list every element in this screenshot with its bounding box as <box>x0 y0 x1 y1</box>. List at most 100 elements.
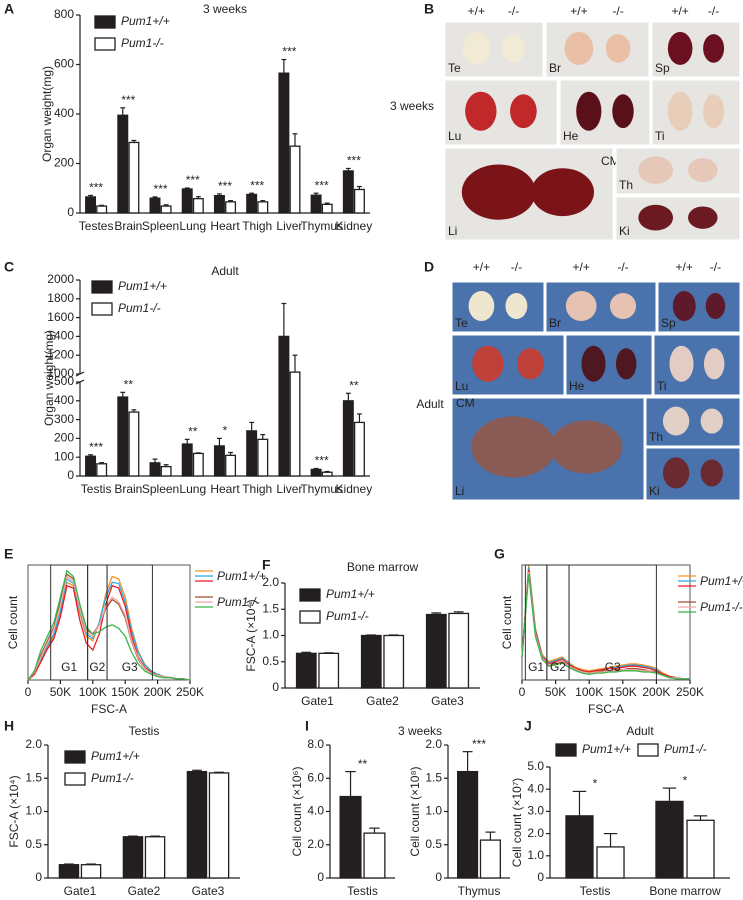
legend-label: Pum1-/- <box>91 771 134 785</box>
bar <box>278 72 290 214</box>
y-tick-label: 0.5 <box>425 837 442 851</box>
bar <box>181 188 193 214</box>
x-tick-label: 200K <box>144 685 172 699</box>
organ <box>615 348 637 380</box>
x-tick-label: Lung <box>179 219 206 233</box>
legend-label: Pum1-/- <box>700 600 743 614</box>
significance: *** <box>121 93 135 107</box>
y-tick-label: 1.0 <box>262 628 279 642</box>
organ <box>531 168 595 217</box>
organ <box>662 457 690 489</box>
genotype-label: -/- <box>612 4 623 18</box>
genotype-label: +/+ <box>473 260 490 274</box>
x-tick-label: Heart <box>210 219 240 233</box>
y-tick-label: 0 <box>537 870 544 884</box>
bar <box>257 438 269 477</box>
chart-title: Testis <box>129 724 160 738</box>
significance: * <box>683 773 688 787</box>
x-tick-label: Heart <box>210 482 240 496</box>
y-tick-label: 1.5 <box>262 601 279 615</box>
panel-label: H <box>4 718 14 734</box>
y-tick-label: 400 <box>54 106 74 120</box>
organ <box>505 293 528 319</box>
legend-swatch <box>94 15 116 29</box>
significance: *** <box>347 154 361 168</box>
bar <box>295 652 317 689</box>
bar <box>85 196 97 214</box>
photo-tile <box>653 334 741 396</box>
genotype-label: -/- <box>710 260 721 274</box>
bar <box>144 836 166 879</box>
legend-label: Pum1+/+ <box>700 574 743 588</box>
y-tick-label: 0.5 <box>25 837 42 851</box>
x-axis-title: FSC-A <box>588 702 624 716</box>
legend-label: Pum1+/+ <box>326 587 375 601</box>
bar <box>342 170 354 214</box>
organ <box>501 34 526 63</box>
bar <box>655 800 684 879</box>
tile-label: Br <box>549 61 561 75</box>
bar <box>117 396 129 477</box>
y-tick-label: 0 <box>272 680 279 694</box>
bar <box>457 770 479 879</box>
chart-title: Adult <box>211 264 239 278</box>
bar <box>117 114 129 214</box>
organ <box>638 156 674 184</box>
y-tick-label: 4.0 <box>527 781 544 795</box>
gate <box>106 564 153 681</box>
photo-tile <box>651 21 741 78</box>
significance: *** <box>218 179 232 193</box>
panel-label: C <box>4 259 14 275</box>
y-tick-label: 4.0 <box>307 804 324 818</box>
x-tick-label: 50K <box>545 685 566 699</box>
tile-label: Th <box>619 178 633 192</box>
y-axis-title: Organ weight(mg) <box>42 330 56 426</box>
tile-label: He <box>563 129 579 143</box>
organ <box>612 94 634 129</box>
significance: * <box>223 424 228 438</box>
legend-label: Pum1-/- <box>217 595 260 609</box>
y-tick-label: 1400 <box>47 329 74 343</box>
y-axis-title: Cell count (×10⁷) <box>510 778 524 867</box>
genotype-label: -/- <box>708 4 719 18</box>
x-tick-label: Thigh <box>242 219 272 233</box>
bar <box>257 201 269 214</box>
bar <box>192 197 204 214</box>
y-tick-label: 2.0 <box>262 575 279 589</box>
organ <box>688 206 718 229</box>
photo-tile <box>559 79 651 146</box>
significance: ** <box>349 378 359 392</box>
gate-label: G2 <box>89 660 105 674</box>
bar <box>289 145 301 214</box>
ruler-label: CM <box>456 396 475 410</box>
significance: *** <box>282 45 296 59</box>
plot-frame <box>27 564 191 681</box>
bar <box>208 772 230 879</box>
photo-tile <box>651 79 741 146</box>
organ <box>700 408 723 434</box>
bar <box>479 839 501 879</box>
gate-label: G2 <box>550 660 566 674</box>
x-tick-label: 250K <box>176 685 204 699</box>
genotype-label: +/+ <box>573 260 590 274</box>
organ <box>605 34 631 63</box>
x-tick-label: 50K <box>50 685 71 699</box>
legend-label: Pum1-/- <box>326 609 369 623</box>
organ <box>667 31 693 65</box>
x-tick-label: Gate1 <box>64 884 97 898</box>
genotype-label: +/+ <box>676 260 693 274</box>
panel-label: A <box>4 1 14 17</box>
tile-label: Te <box>455 316 468 330</box>
panel-label: B <box>424 1 434 17</box>
tile-label: He <box>569 379 585 393</box>
panel-label: F <box>262 557 271 573</box>
photo-tile <box>451 281 545 333</box>
bar <box>225 201 237 214</box>
legend-swatch <box>299 610 321 624</box>
y-tick-label: 200 <box>54 431 74 445</box>
x-tick-label: Brain <box>114 482 142 496</box>
bar <box>339 795 362 879</box>
x-tick-label: Bone marrow <box>649 884 721 898</box>
tile-label: Ki <box>619 224 630 238</box>
